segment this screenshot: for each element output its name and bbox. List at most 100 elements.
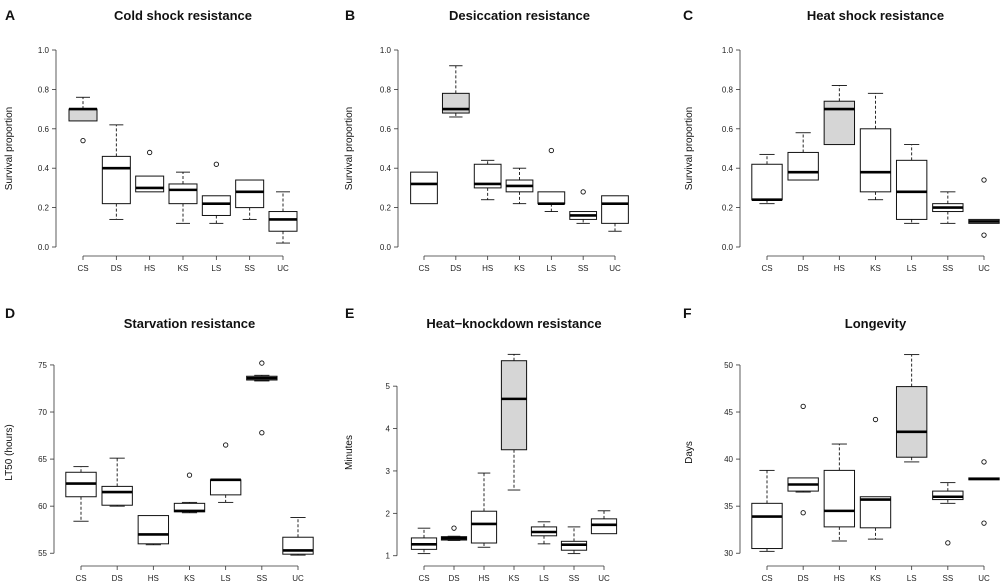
panel-e: E Heat−knockdown resistance Minutes 1 2 3 4 5 CS… (344, 305, 618, 583)
category-label: KS (184, 574, 195, 583)
outlier-point (259, 360, 265, 366)
y-tick-label: 0.2 (722, 204, 734, 213)
y-tick-label: 0.4 (38, 164, 50, 173)
category-label: UC (292, 574, 304, 583)
box-hs (137, 515, 170, 546)
panel-letter: E (345, 305, 354, 321)
category-label: SS (942, 574, 953, 583)
box-uc (968, 177, 1000, 238)
box-ds (440, 525, 468, 541)
category-label: DS (798, 574, 809, 583)
outlier-point (981, 520, 987, 526)
box-body (823, 469, 856, 528)
box-body (201, 195, 231, 216)
y-tick-label: 0.6 (722, 125, 734, 134)
y-tick-label: 0.0 (722, 243, 734, 252)
box-cs (751, 153, 783, 205)
box-body (135, 175, 165, 193)
box-uc (968, 459, 1000, 526)
box-hs (823, 85, 856, 146)
category-label: DS (450, 264, 461, 273)
box-uc (268, 191, 298, 244)
panel-f: F Longevity Days 30 35 40 45 50 CS DS HS KS LS SS UC (683, 305, 1000, 583)
panel-letter: B (345, 7, 355, 23)
y-tick-label: 65 (38, 455, 47, 464)
category-label: SS (244, 264, 255, 273)
category-label: CS (418, 574, 429, 583)
box-body (895, 386, 928, 458)
y-axis-label: Survival proportion (4, 107, 15, 190)
box-body (473, 163, 502, 189)
y-tick-label: 1.0 (722, 46, 734, 55)
box-ds (101, 124, 131, 220)
category-label: UC (609, 264, 621, 273)
y-tick-label: 1 (386, 552, 391, 561)
y-tick-label: 1.0 (380, 46, 392, 55)
y-tick-label: 35 (724, 502, 733, 511)
category-label: HS (482, 264, 493, 273)
box-body (500, 360, 528, 451)
y-tick-label: 2 (386, 509, 391, 518)
panel-letter: F (683, 305, 692, 321)
box-ks (500, 353, 528, 491)
category-label: HS (834, 264, 845, 273)
box-body (787, 151, 819, 181)
y-tick-label: 0.0 (380, 243, 392, 252)
y-tick-label: 4 (386, 425, 391, 434)
box-uc (601, 195, 629, 232)
y-tick-label: 0.4 (380, 164, 392, 173)
outlier-point (259, 430, 265, 436)
category-label: CS (77, 264, 88, 273)
box-ds (101, 457, 133, 507)
category-label: UC (978, 574, 990, 583)
category-label: LS (546, 264, 556, 273)
category-label: HS (834, 574, 845, 583)
box-cs (65, 466, 97, 522)
panel-title: Desiccation resistance (449, 8, 590, 23)
category-label: DS (112, 574, 123, 583)
category-label: KS (509, 574, 520, 583)
outlier-point (223, 442, 229, 448)
box-hs (470, 472, 498, 548)
box-ss (246, 360, 278, 436)
panel-b: B Desiccation resistance Survival proporti… (344, 7, 629, 273)
y-tick-label: 0.8 (722, 85, 734, 94)
panel-title: Cold shock resistance (114, 8, 252, 23)
outlier-point (451, 525, 457, 531)
outlier-point (945, 540, 951, 546)
category-label: SS (942, 264, 953, 273)
category-label: CS (75, 574, 86, 583)
y-tick-label: 55 (38, 549, 47, 558)
outlier-point (147, 149, 153, 156)
y-axis-label: Days (684, 441, 695, 464)
category-label: LS (539, 574, 549, 583)
category-label: CS (761, 574, 772, 583)
box-ls (530, 521, 558, 545)
outlier-point (981, 459, 987, 465)
panel-c: C Heat shock resistance Survival proportio… (683, 7, 1000, 273)
box-body (590, 518, 618, 535)
box-body (537, 191, 566, 205)
box-body (751, 163, 783, 201)
outlier-point (981, 232, 987, 238)
y-axis-label: Survival proportion (684, 107, 695, 190)
y-tick-label: 50 (724, 361, 733, 370)
y-tick-label: 0.2 (380, 204, 392, 213)
category-label: DS (111, 264, 122, 273)
box-ss (932, 191, 964, 224)
box-body (859, 496, 892, 529)
outlier-point (213, 161, 219, 167)
box-body (235, 179, 265, 209)
box-ls (895, 144, 928, 224)
box-body (470, 510, 498, 544)
panel-letter: C (683, 7, 693, 23)
box-body (751, 502, 783, 550)
panel-title: Heat shock resistance (807, 8, 944, 23)
box-ds (787, 403, 819, 516)
category-label: HS (144, 264, 155, 273)
box-cs (751, 469, 783, 552)
panel-title: Longevity (845, 316, 907, 331)
panel-a: A Cold shock resistance Survival proportio… (4, 7, 298, 273)
category-label: KS (870, 574, 881, 583)
